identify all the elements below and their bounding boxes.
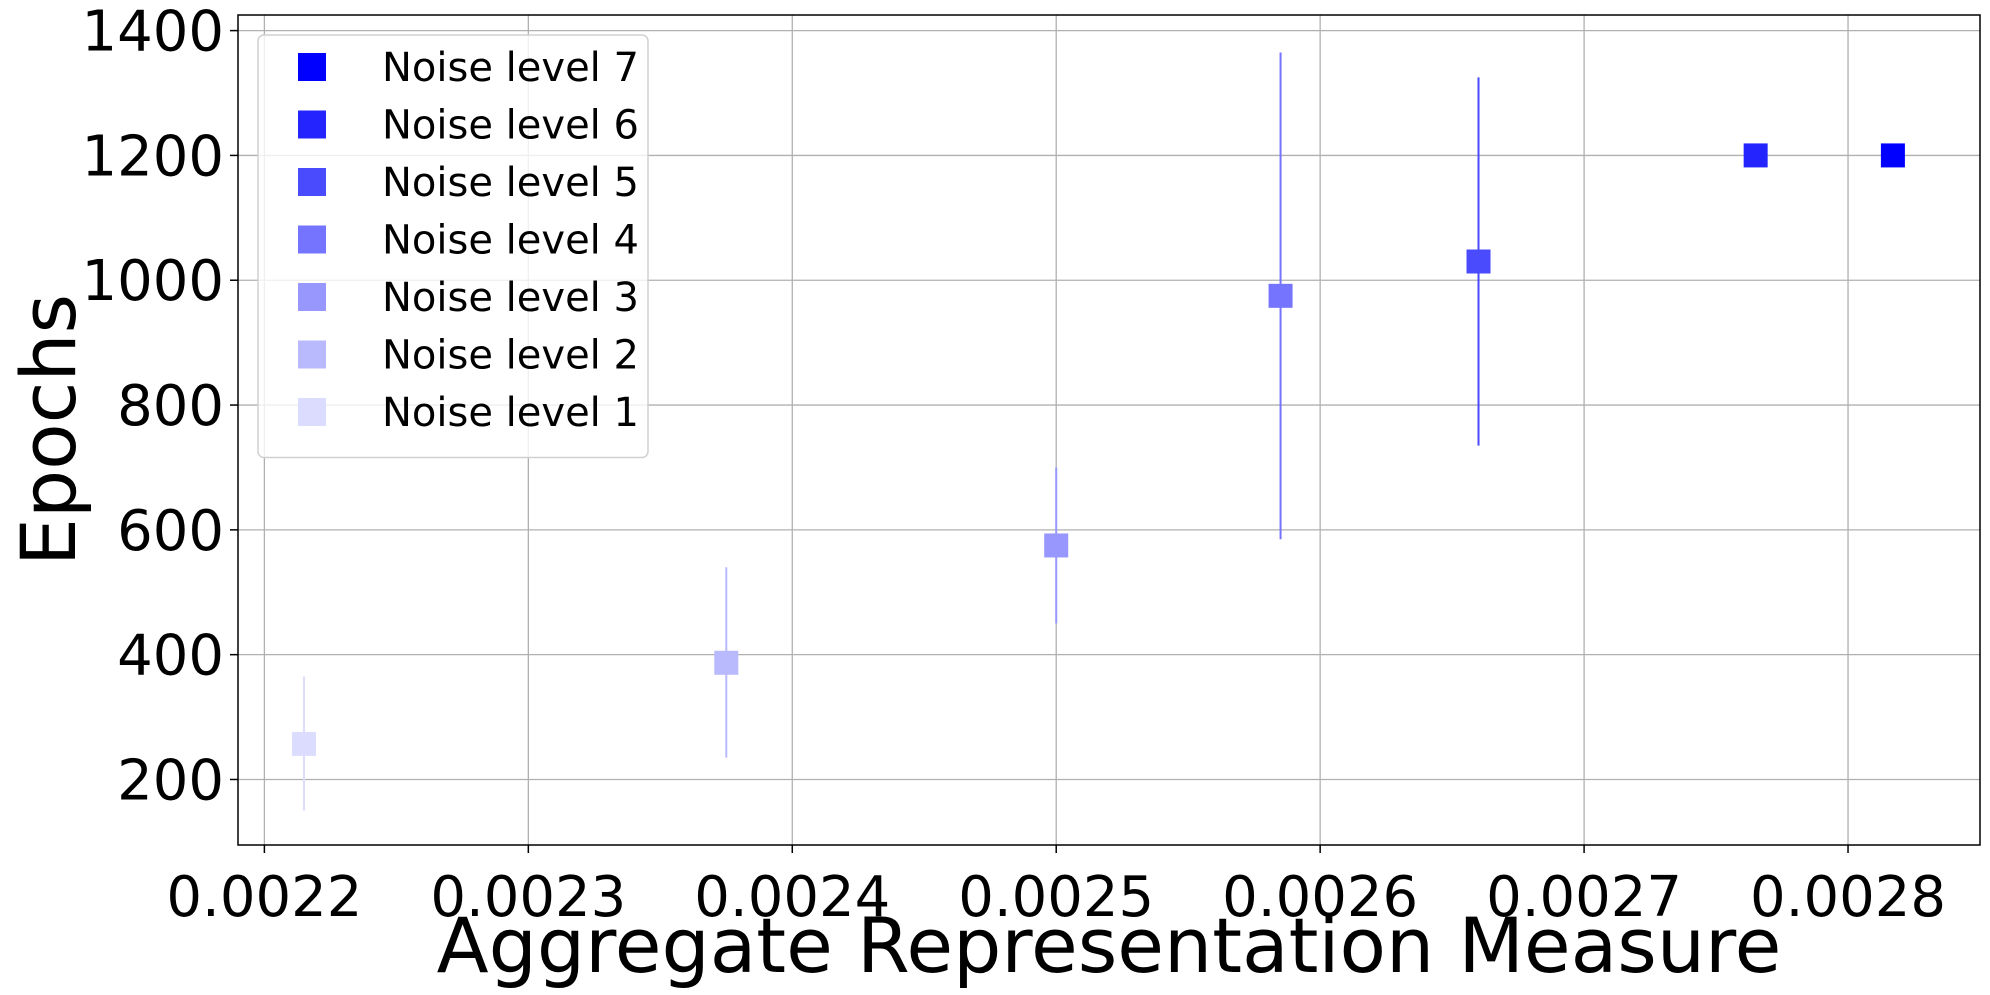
legend-item: Noise level 3 — [298, 275, 639, 321]
y-tick-label: 800 — [117, 374, 224, 439]
x-tick-label: 0.0025 — [958, 865, 1154, 930]
data-point — [1466, 249, 1491, 274]
legend-swatch — [298, 283, 326, 311]
legend-swatch — [298, 398, 326, 426]
legend-label: Noise level 6 — [382, 103, 639, 149]
legend-label: Noise level 7 — [382, 45, 639, 91]
series-noise-level-3 — [1044, 467, 1069, 624]
y-tick-label: 600 — [117, 499, 224, 564]
legend-item: Noise level 1 — [298, 390, 639, 436]
legend: Noise level 7 Noise level 6 Noise level 5 N… — [257, 34, 649, 459]
legend-swatch — [298, 110, 326, 139]
series-noise-level-2 — [714, 567, 739, 758]
legend-label: Noise level 4 — [382, 218, 639, 264]
series-noise-level-5 — [1466, 77, 1491, 446]
x-tick-label: 0.0027 — [1486, 865, 1682, 930]
legend-item: Noise level 2 — [298, 333, 639, 379]
legend-label: Noise level 1 — [382, 390, 639, 436]
series-noise-level-4 — [1268, 52, 1293, 540]
data-point — [1743, 143, 1768, 168]
x-tick-label: 0.0022 — [166, 865, 362, 930]
x-tick-label: 0.0026 — [1222, 865, 1418, 930]
legend-item: Noise level 6 — [298, 103, 639, 149]
legend-swatch — [298, 340, 326, 369]
data-point — [1044, 533, 1069, 558]
data-point — [1880, 143, 1905, 168]
legend-label: Noise level 2 — [382, 333, 639, 379]
legend-label: Noise level 3 — [382, 275, 639, 321]
axis-ticks: 0.0022 0.0023 0.0024 0.0025 0.0026 0.0027 0.00… — [81, 0, 1946, 930]
data-point — [1268, 283, 1293, 308]
y-tick-label: 1400 — [81, 0, 224, 65]
y-tick-label: 400 — [117, 624, 224, 689]
legend-swatch — [298, 168, 326, 196]
data-point — [714, 650, 739, 675]
x-tick-label: 0.0028 — [1750, 865, 1946, 930]
data-point — [291, 731, 316, 756]
y-axis-label: Epochs — [4, 294, 93, 566]
plot-frame — [237, 14, 1981, 846]
y-tick-label: 200 — [117, 748, 224, 813]
legend-box — [257, 34, 649, 459]
legend-item: Noise level 5 — [298, 160, 639, 206]
legend-swatch — [298, 53, 326, 81]
legend-swatch — [298, 225, 326, 254]
y-tick-label: 1000 — [81, 249, 224, 314]
series-noise-level-1 — [291, 676, 316, 811]
legend-label: Noise level 5 — [382, 160, 639, 206]
legend-item: Noise level 4 — [298, 218, 639, 264]
x-tick-label: 0.0024 — [694, 865, 890, 930]
y-tick-label: 1200 — [81, 124, 224, 189]
x-axis-label: Aggregate Representation Measure — [437, 901, 1782, 990]
series-noise-level-6 — [1743, 143, 1768, 168]
legend-item: Noise level 7 — [298, 45, 639, 91]
x-tick-label: 0.0023 — [430, 865, 626, 930]
data-marks — [291, 52, 1905, 811]
series-noise-level-7 — [1880, 143, 1905, 168]
